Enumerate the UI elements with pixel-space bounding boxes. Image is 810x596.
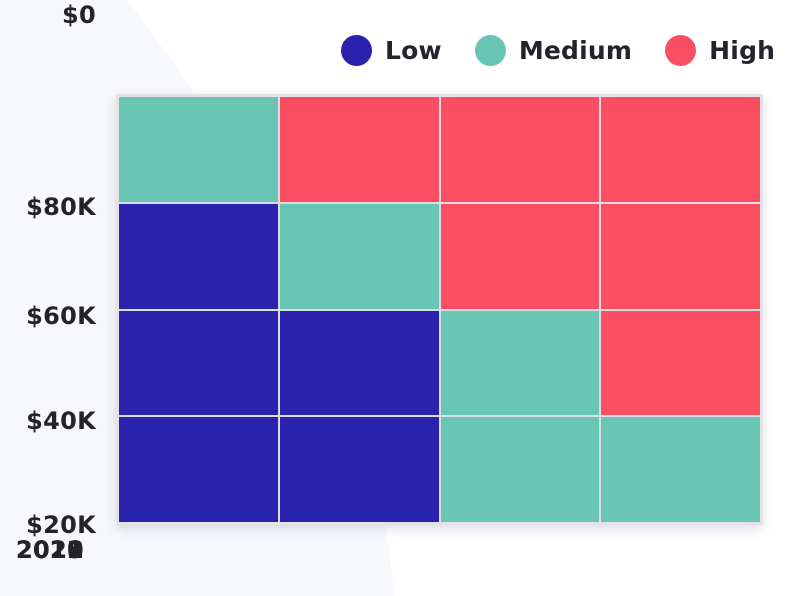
legend-label: High	[709, 35, 776, 65]
legend-label: Medium	[518, 35, 633, 65]
low-circle-icon	[341, 34, 372, 66]
legend-item-low[interactable]: Low	[341, 34, 442, 66]
heatmap-cell	[601, 310, 760, 416]
y-axis-tick-60k: $60K	[26, 302, 96, 330]
heatmap-cell	[279, 203, 439, 309]
heatmap-cell	[119, 97, 278, 202]
legend-item-medium[interactable]: Medium	[474, 34, 633, 66]
chart-legend: Low Medium High	[341, 32, 775, 68]
y-axis-tick-0: $0	[62, 1, 96, 29]
heatmap-cell	[119, 417, 278, 522]
heatmap-cell	[119, 310, 278, 416]
heatmap-cell	[440, 417, 600, 522]
heatmap-cell	[279, 97, 439, 202]
medium-circle-icon	[474, 34, 506, 66]
heatmap-cell	[279, 417, 439, 522]
y-axis-tick-40k: $40K	[26, 407, 96, 435]
x-axis-tick-2021: 2021	[16, 536, 84, 564]
heatmap-cell	[440, 97, 600, 202]
legend-item-high[interactable]: High	[665, 34, 776, 66]
legend-label: Low	[385, 35, 442, 65]
x-axis-tick-2019: 2019	[16, 536, 84, 564]
high-circle-icon	[665, 34, 697, 66]
heatmap-cell	[601, 417, 760, 522]
x-axis-tick-2022: 2022	[16, 536, 84, 564]
heatmap-cell	[440, 310, 600, 416]
y-axis-tick-80k: $80K	[26, 193, 96, 221]
x-axis-tick-2020: 2020	[16, 536, 84, 564]
heatmap-cell	[279, 310, 439, 416]
heatmap-cell	[119, 203, 278, 309]
heatmap-cell	[440, 203, 600, 309]
x-axis-tick-2018: 2018	[16, 536, 84, 564]
heatmap-cell	[601, 97, 760, 202]
heatmap-plot-area	[116, 94, 763, 525]
heatmap-cell	[601, 203, 760, 309]
y-axis-tick-20k: $20K	[26, 511, 96, 539]
